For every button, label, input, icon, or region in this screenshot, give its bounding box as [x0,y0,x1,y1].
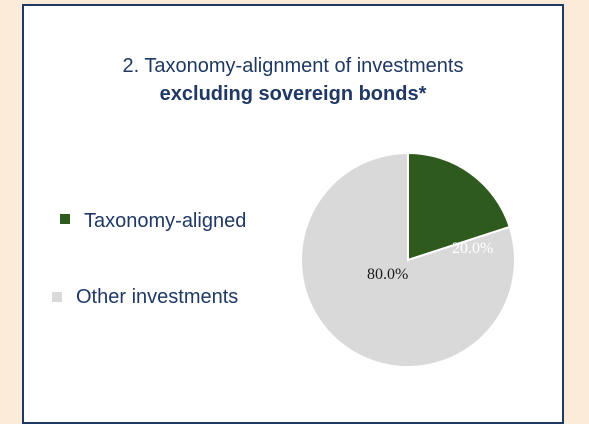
pie-slice-taxonomy-aligned [407,151,512,262]
chart-title-line2: excluding sovereign bonds* [159,83,427,105]
pie-data-label-other-investments: 80.0% [367,266,408,283]
legend-label-taxonomy-aligned: Taxonomy-aligned [84,210,247,232]
chart-title-line1: 2. Taxonomy-alignment of investments [122,55,464,77]
legend-swatch-taxonomy-aligned [60,214,70,224]
chart-title: 2. Taxonomy-alignment of investments exc… [24,52,562,108]
chart-panel: 2. Taxonomy-alignment of investments exc… [22,4,564,424]
legend-label-other-investments: Other investments [76,286,239,308]
legend-swatch-other-investments [52,292,62,302]
pie-data-label-taxonomy-aligned: 20.0% [452,240,493,257]
pie-slice-other-investments [300,151,516,368]
pie-chart: 20.0% 80.0% [300,151,516,368]
